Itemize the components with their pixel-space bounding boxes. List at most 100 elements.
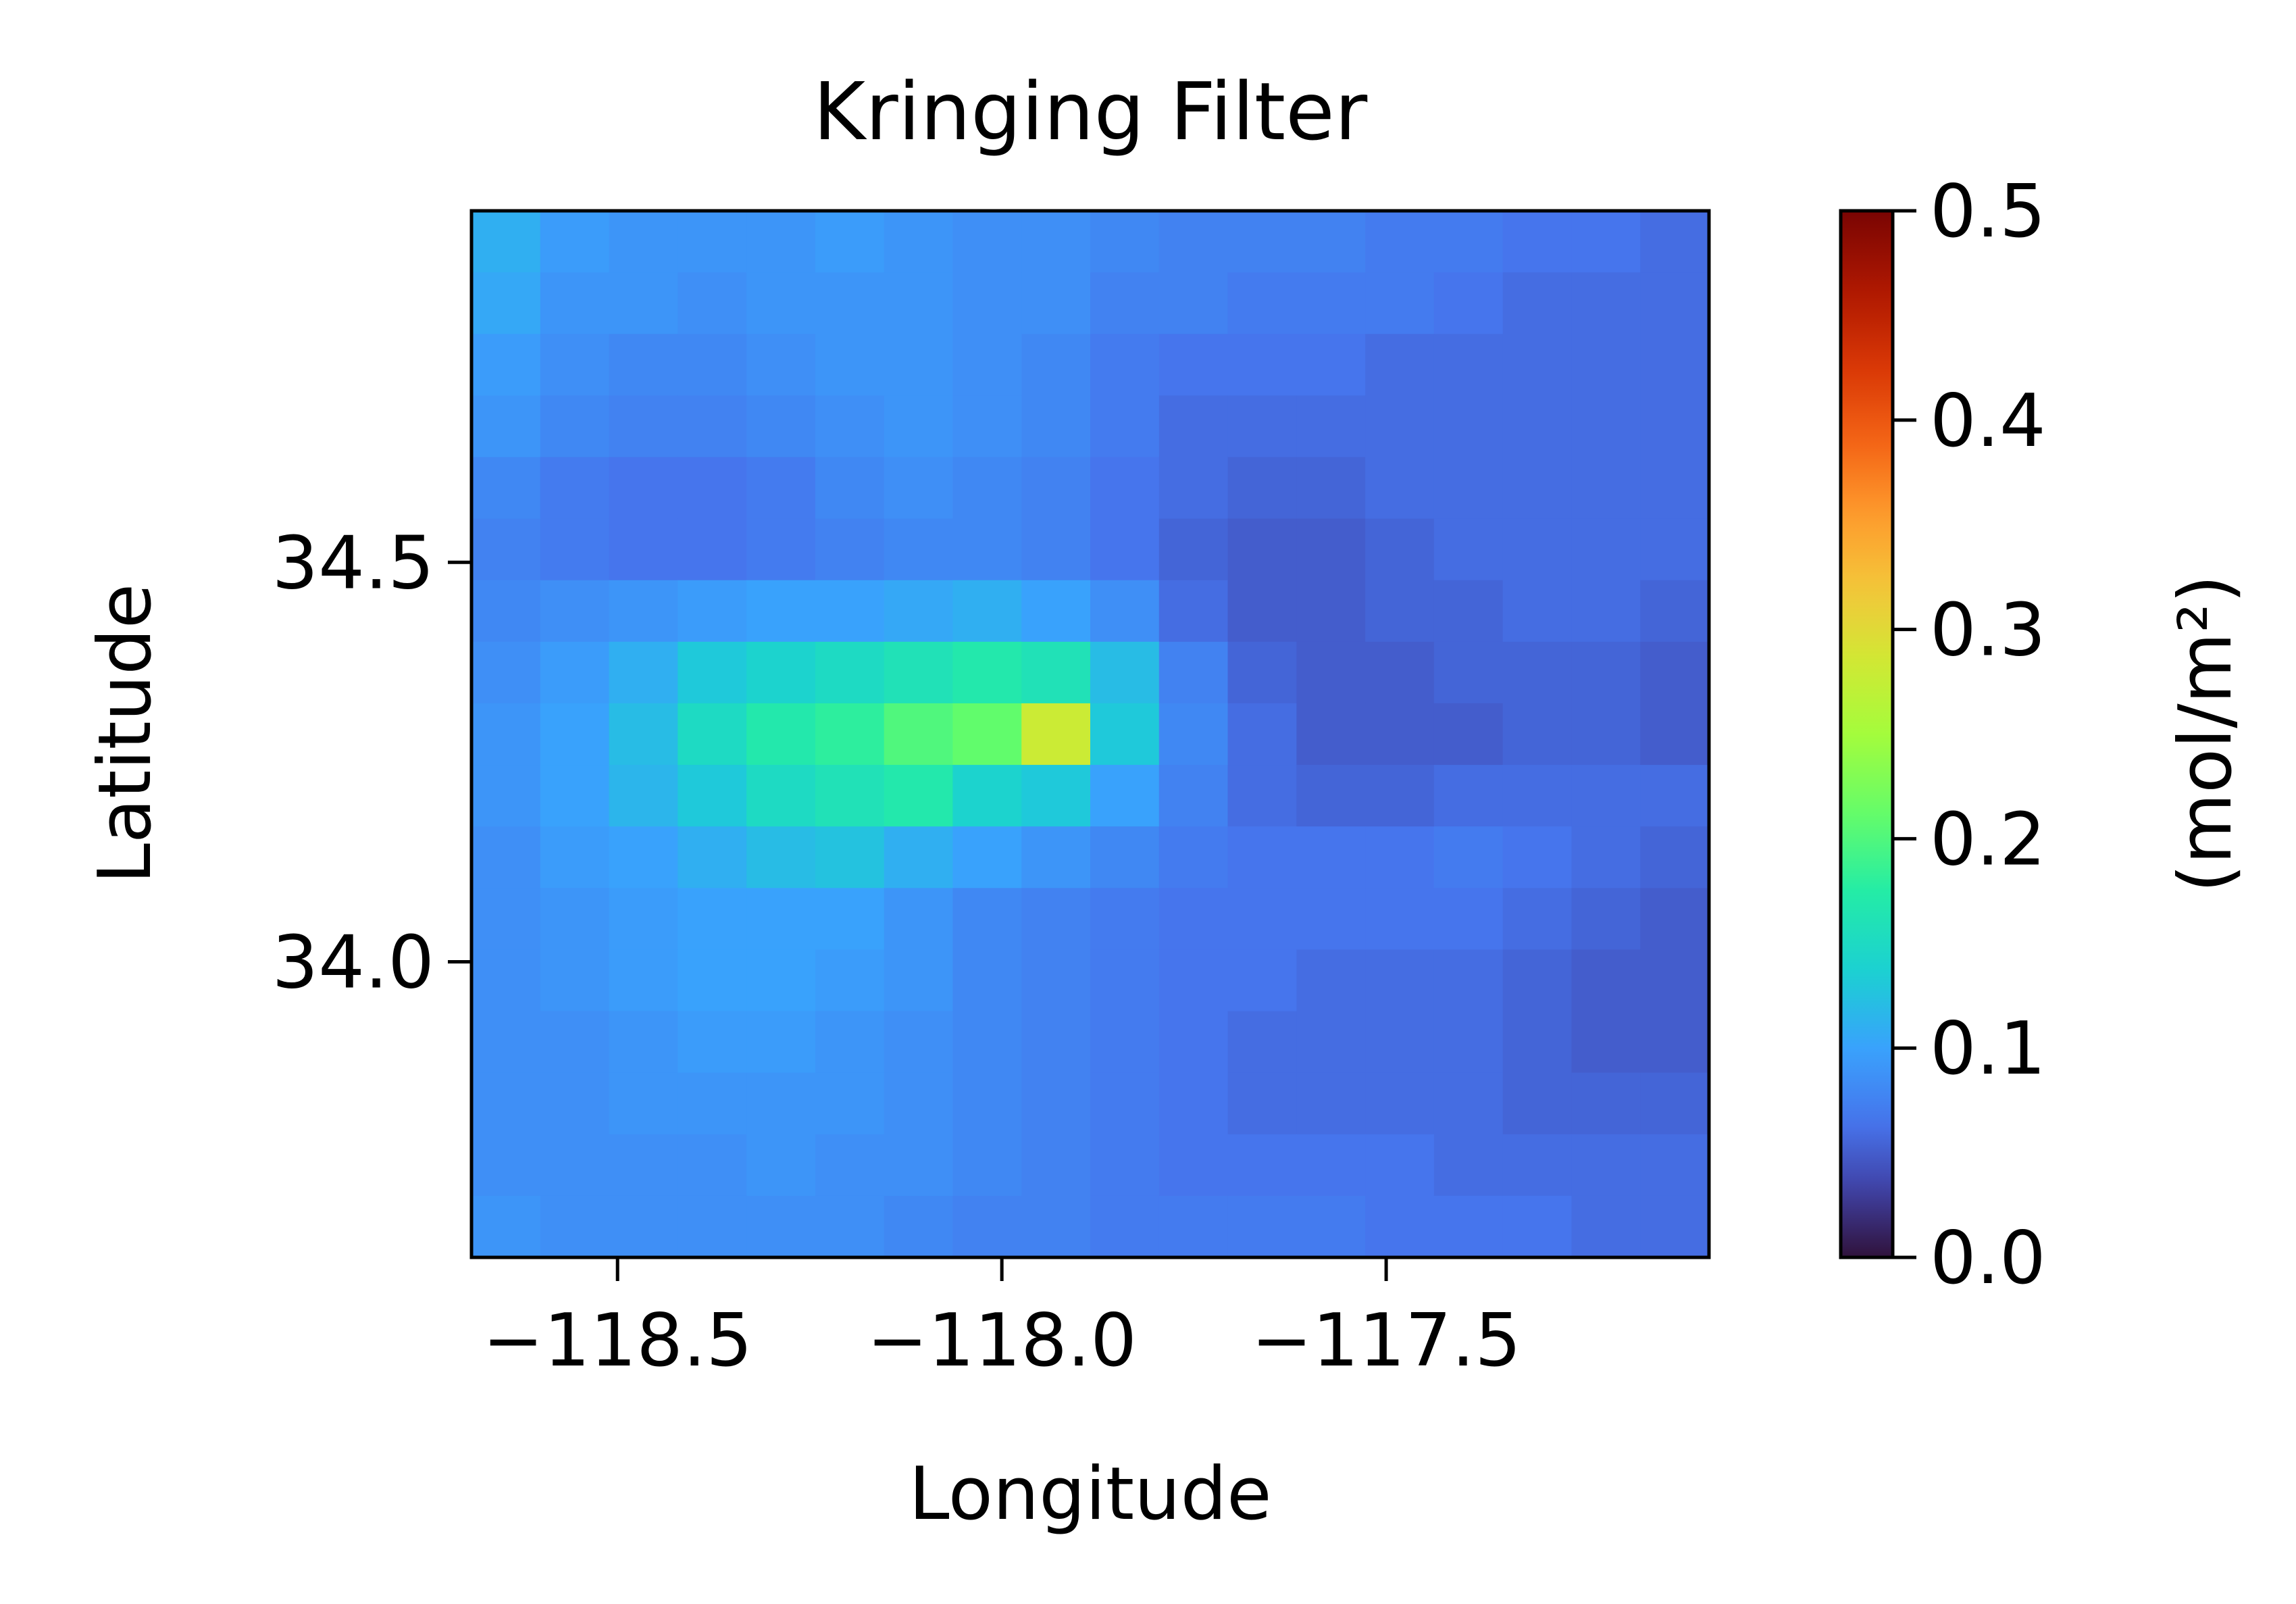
heatmap-cell <box>1296 395 1366 458</box>
heatmap-cell <box>1433 395 1504 458</box>
heatmap-cell <box>1090 457 1160 520</box>
heatmap-cell <box>1640 641 1710 704</box>
heatmap-cell <box>884 765 954 827</box>
heatmap-cell <box>1640 826 1710 888</box>
heatmap-cell <box>1021 641 1091 704</box>
heatmap-cell <box>1227 826 1297 888</box>
heatmap-cell <box>609 518 678 581</box>
heatmap-cell <box>1571 334 1641 396</box>
heatmap-cell <box>1502 580 1573 643</box>
heatmap-cell <box>815 703 885 766</box>
heatmap-cell <box>952 1072 1022 1135</box>
heatmap-cell <box>746 1072 816 1135</box>
chart-title: Kringing Filter <box>813 65 1368 158</box>
heatmap-cell <box>678 395 747 458</box>
heatmap-cell <box>815 641 885 704</box>
heatmap-cell <box>1433 641 1504 704</box>
heatmap-cell <box>678 272 747 334</box>
heatmap-cell <box>1158 949 1229 1012</box>
heatmap-cell <box>952 888 1022 951</box>
heatmap-cell <box>1090 211 1160 273</box>
x-axis-ticks: −118.5 −118.0 −117.5 <box>482 1257 1521 1383</box>
heatmap-cell <box>540 580 610 643</box>
heatmap-cell <box>609 1195 678 1258</box>
heatmap-cell <box>1158 334 1229 396</box>
x-tick-label: −118.5 <box>482 1299 752 1383</box>
heatmap-cell <box>1433 580 1504 643</box>
heatmap-cell <box>1227 395 1297 458</box>
heatmap-cell <box>1090 703 1160 766</box>
heatmap-cell <box>1227 641 1297 704</box>
heatmap-cell <box>471 826 541 888</box>
heatmap-cell <box>609 395 678 458</box>
colorbar <box>1839 209 1895 1259</box>
heatmap-cell <box>1227 457 1297 520</box>
heatmap-cell <box>1365 641 1435 704</box>
heatmap-cell <box>1502 641 1573 704</box>
heatmap-cell <box>1571 949 1641 1012</box>
heatmap-cell <box>952 580 1022 643</box>
heatmap-cell <box>952 211 1022 273</box>
heatmap-cell <box>609 457 678 520</box>
heatmap-cell <box>540 1011 610 1074</box>
heatmap-cell <box>1433 272 1504 334</box>
heatmap-cell <box>1433 1011 1504 1074</box>
heatmap-cell <box>1640 580 1710 643</box>
heatmap-cell <box>471 457 541 520</box>
heatmap-cell <box>471 1134 541 1197</box>
heatmap-cell <box>678 1195 747 1258</box>
heatmap-cell <box>884 1011 954 1074</box>
heatmap-cell <box>1502 334 1573 396</box>
heatmap-cell <box>884 395 954 458</box>
heatmap-cell <box>609 888 678 951</box>
heatmap-cell <box>1021 1072 1091 1135</box>
y-tick-label: 34.5 <box>272 521 434 605</box>
heatmap-cell <box>746 580 816 643</box>
heatmap-cell <box>815 1072 885 1135</box>
heatmap-cell <box>815 1195 885 1258</box>
heatmap-cell <box>540 888 610 951</box>
heatmap-cell <box>1365 334 1435 396</box>
heatmap-cell <box>1021 580 1091 643</box>
heatmap-cell <box>1227 949 1297 1012</box>
heatmap-cell <box>884 580 954 643</box>
heatmap-cell <box>1571 765 1641 827</box>
heatmap-cell <box>1433 826 1504 888</box>
heatmap-cell <box>1158 1195 1229 1258</box>
heatmap-cell <box>1227 888 1297 951</box>
heatmap-cell <box>1571 1011 1641 1074</box>
heatmap-cell <box>815 826 885 888</box>
heatmap-cell <box>1158 703 1229 766</box>
heatmap-cell <box>884 703 954 766</box>
heatmap-cell <box>1021 334 1091 396</box>
heatmap-cell <box>1502 888 1573 951</box>
heatmap-cell <box>1296 641 1366 704</box>
heatmap-cell <box>1090 826 1160 888</box>
heatmap-cell <box>1296 580 1366 643</box>
heatmap-cell <box>746 211 816 273</box>
heatmap-cell <box>1365 888 1435 951</box>
heatmap-cell <box>1640 1011 1710 1074</box>
heatmap-cell <box>1158 1072 1229 1135</box>
colorbar-ticks: 0.0 0.1 0.2 0.3 0.4 0.5 <box>1893 170 2046 1301</box>
x-tick-label: −117.5 <box>1251 1299 1521 1383</box>
heatmap-cell <box>609 641 678 704</box>
heatmap-cell <box>1502 1195 1573 1258</box>
y-axis-label: Latitude <box>83 584 168 884</box>
heatmap-cell <box>471 1195 541 1258</box>
heatmap-cell <box>1502 1134 1573 1197</box>
heatmap-cell <box>1365 765 1435 827</box>
heatmap-cell <box>1640 703 1710 766</box>
heatmap-cell <box>1158 826 1229 888</box>
heatmap-cell <box>1571 888 1641 951</box>
heatmap-cell <box>952 334 1022 396</box>
heatmap-cell <box>952 765 1022 827</box>
heatmap-cell <box>1502 1011 1573 1074</box>
heatmap-cell <box>1090 949 1160 1012</box>
heatmap-cell <box>1090 1072 1160 1135</box>
heatmap-cell <box>678 518 747 581</box>
heatmap-cell <box>1502 395 1573 458</box>
heatmap-cell <box>746 457 816 520</box>
heatmap-cell <box>1365 1011 1435 1074</box>
heatmap-cell <box>952 703 1022 766</box>
